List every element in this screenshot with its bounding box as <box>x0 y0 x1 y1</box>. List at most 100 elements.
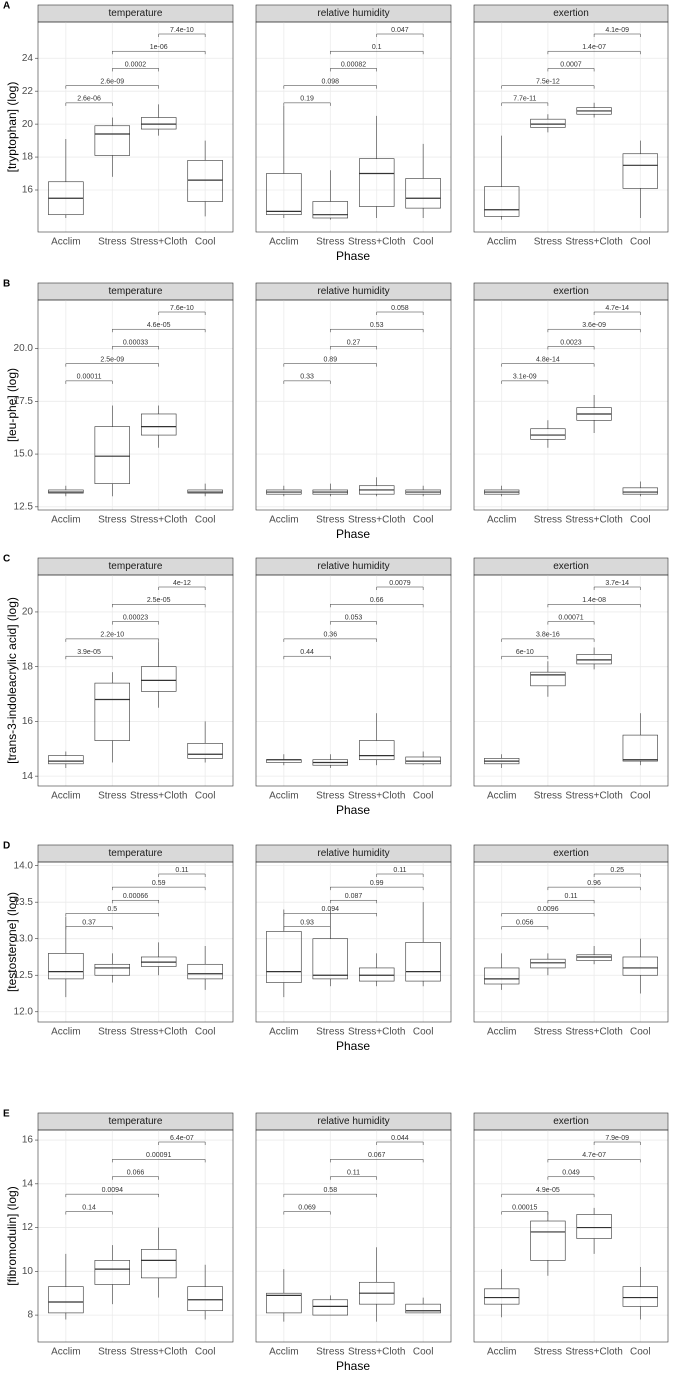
box <box>530 671 566 687</box>
x-tick-label: Cool <box>630 515 651 526</box>
x-tick-label: Stress <box>98 515 126 526</box>
x-tick-label: Cool <box>195 515 216 526</box>
p-value: 0.11 <box>175 867 188 874</box>
p-value: 0.066 <box>127 1170 145 1177</box>
bracket <box>158 1141 206 1145</box>
x-tick-label: Acclim <box>51 791 80 802</box>
x-axis-title: Phase <box>336 527 370 541</box>
x-tick-label: Acclim <box>487 237 516 248</box>
strip-label: exertion <box>553 286 589 297</box>
p-value: 3.7e-14 <box>605 580 629 587</box>
bracket <box>65 380 113 384</box>
box <box>187 1286 223 1312</box>
panel-background <box>38 300 233 510</box>
box <box>359 158 395 207</box>
panel-border <box>255 299 452 511</box>
bracket <box>593 311 641 315</box>
bracket <box>112 604 206 608</box>
panel-label: B <box>3 279 10 290</box>
bracket <box>501 913 595 917</box>
bracket <box>65 1193 159 1198</box>
bracket <box>158 873 206 877</box>
p-value: 1.4e-07 <box>582 44 606 51</box>
p-value: 0.00066 <box>123 893 148 900</box>
x-tick-label: Cool <box>630 237 651 248</box>
bracket <box>330 1159 424 1163</box>
box <box>94 125 130 156</box>
strip-label: relative humidity <box>317 8 389 19</box>
bracket <box>158 586 206 590</box>
x-tick-label: Stress <box>534 515 562 526</box>
x-axis-title: Phase <box>336 803 370 817</box>
panel-border <box>473 299 669 511</box>
panel-label: D <box>3 841 10 852</box>
bracket <box>65 913 159 917</box>
panel-label: E <box>3 1109 10 1120</box>
p-value: 0.99 <box>370 880 384 887</box>
x-tick-label: Stress <box>316 237 344 248</box>
x-tick-label: Stress <box>316 1347 344 1358</box>
box <box>48 953 84 980</box>
box <box>94 963 130 976</box>
box <box>405 1303 441 1314</box>
x-tick-label: Stress <box>98 237 126 248</box>
bracket <box>376 33 424 37</box>
strip-label: temperature <box>109 848 163 859</box>
panel-border <box>37 1129 234 1343</box>
p-value: 4e-12 <box>173 580 191 587</box>
p-value: 0.094 <box>322 906 340 913</box>
box <box>48 755 84 765</box>
p-value: 0.00023 <box>123 614 148 621</box>
x-axis-title: Phase <box>336 1359 370 1373</box>
y-tick-label: 10 <box>22 1266 34 1277</box>
x-tick-label: Acclim <box>269 1027 298 1038</box>
bracket <box>376 586 424 590</box>
x-tick-label: Stress+Cloth <box>348 515 406 526</box>
bracket <box>112 1159 206 1163</box>
x-tick-label: Stress+Cloth <box>348 237 406 248</box>
bracket <box>283 913 377 917</box>
panel-background <box>474 575 668 786</box>
p-value: 0.058 <box>391 305 409 312</box>
box <box>622 1286 658 1307</box>
box <box>576 954 612 961</box>
box <box>94 1260 130 1285</box>
x-tick-label: Stress+Cloth <box>565 515 623 526</box>
x-axis-title: Phase <box>336 249 370 263</box>
bracket <box>65 1211 113 1215</box>
y-tick-label: 12.0 <box>14 1006 34 1017</box>
panel-background <box>474 22 668 232</box>
panel-background <box>474 300 668 510</box>
x-tick-label: Cool <box>413 1347 434 1358</box>
x-tick-label: Cool <box>195 1347 216 1358</box>
box <box>359 967 395 982</box>
p-value: 0.0007 <box>560 61 582 68</box>
bracket <box>593 873 641 877</box>
x-tick-label: Acclim <box>269 791 298 802</box>
bracket <box>65 85 159 89</box>
box <box>94 682 130 741</box>
bracket <box>547 1159 641 1163</box>
y-tick-label: 22 <box>22 86 34 97</box>
bracket <box>283 655 331 660</box>
x-tick-label: Stress <box>316 1027 344 1038</box>
p-value: 0.5 <box>107 906 117 913</box>
p-value: 0.0002 <box>125 61 147 68</box>
strip-label: relative humidity <box>317 286 389 297</box>
y-tick-label: 14 <box>22 1178 34 1189</box>
x-tick-label: Acclim <box>269 237 298 248</box>
y-tick-label: 16 <box>22 716 34 727</box>
bracket <box>330 1176 377 1180</box>
panel-border <box>473 21 669 233</box>
p-value: 0.069 <box>298 1204 316 1211</box>
panel-label: C <box>3 554 10 565</box>
y-tick-label: 13.5 <box>14 897 34 908</box>
p-value: 1.4e-08 <box>582 597 606 604</box>
box <box>266 1292 302 1314</box>
x-tick-label: Stress+Cloth <box>130 1027 188 1038</box>
bracket <box>65 638 159 642</box>
box <box>530 1220 566 1261</box>
p-value: 6e-10 <box>516 649 534 656</box>
bracket <box>501 655 549 660</box>
